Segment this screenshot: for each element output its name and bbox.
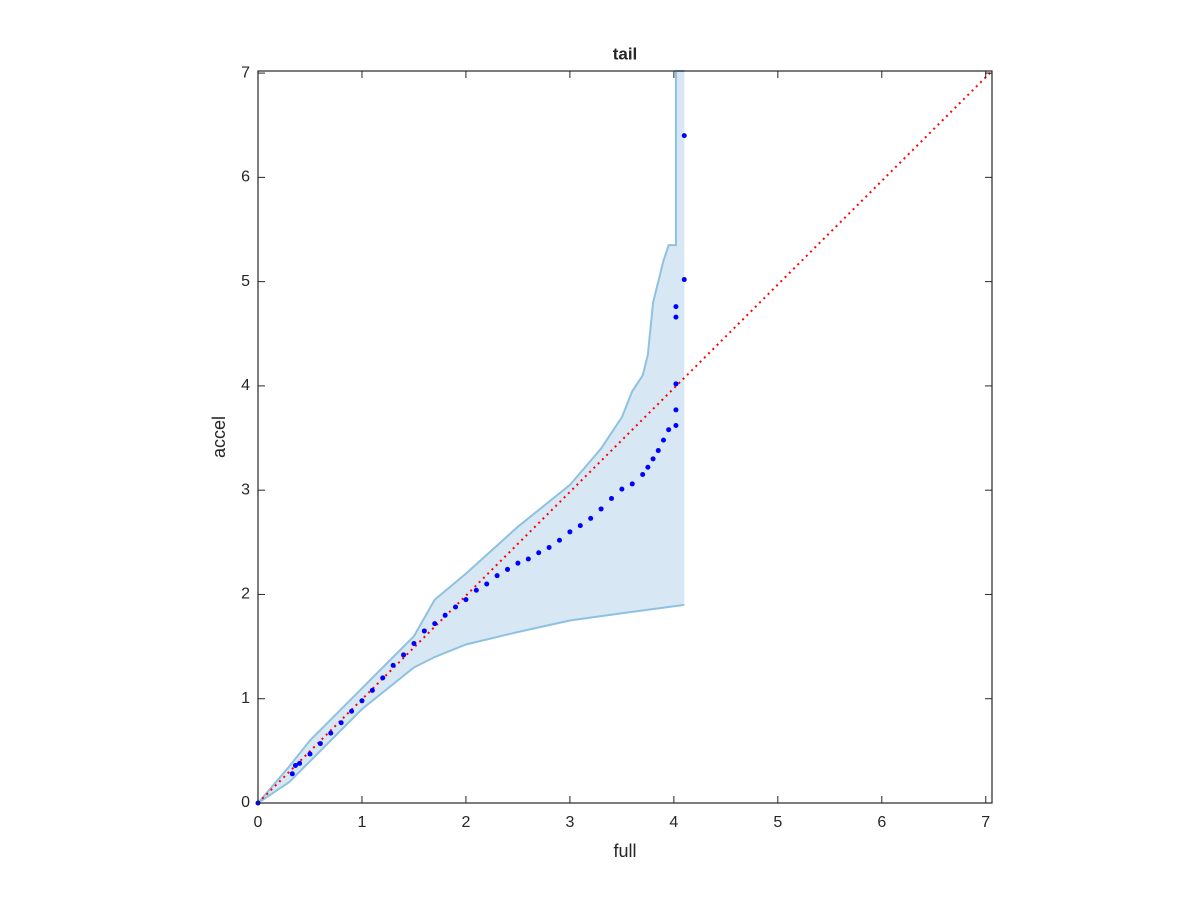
data-point	[390, 662, 396, 668]
data-point	[473, 587, 479, 593]
data-point	[629, 481, 635, 487]
data-point	[608, 496, 614, 502]
data-point	[289, 771, 295, 777]
confidence-band	[258, 71, 685, 803]
data-point	[536, 550, 542, 556]
data-point	[359, 698, 365, 704]
y-tick-label: 6	[241, 169, 250, 186]
y-tick-label: 3	[241, 481, 250, 498]
x-axis-label: full	[613, 841, 636, 861]
data-point	[380, 675, 386, 681]
data-point	[484, 581, 490, 587]
data-point	[463, 597, 469, 603]
data-point	[673, 304, 679, 310]
data-point	[673, 381, 679, 387]
x-tick-label: 3	[565, 814, 574, 831]
lower-bound	[257, 603, 685, 804]
data-point	[598, 506, 604, 512]
data-point	[307, 751, 313, 757]
data-point	[505, 566, 511, 572]
data-point	[640, 472, 646, 478]
data-point	[369, 687, 375, 693]
y-tick-label: 0	[241, 794, 250, 811]
data-point	[515, 560, 521, 566]
x-tick-label: 5	[773, 814, 782, 831]
data-point	[494, 573, 500, 579]
data-point	[567, 529, 573, 535]
data-point	[673, 314, 679, 320]
data-point	[655, 448, 661, 454]
x-tick-label: 7	[981, 814, 990, 831]
data-point	[297, 760, 303, 766]
data-point	[673, 407, 679, 413]
data-point	[453, 604, 459, 610]
data-point	[292, 762, 298, 768]
upper-bound	[257, 70, 685, 804]
data-point	[577, 523, 583, 529]
data-point	[317, 741, 323, 747]
data-point	[619, 486, 625, 492]
data-point	[328, 730, 334, 736]
data-point	[681, 133, 687, 139]
y-tick-label: 5	[241, 273, 250, 290]
data-point	[666, 427, 672, 433]
x-tick-label: 2	[461, 814, 470, 831]
x-tick-label: 6	[877, 814, 886, 831]
data-point	[421, 628, 427, 634]
y-tick-label: 1	[241, 690, 250, 707]
y-tick-label: 2	[241, 586, 250, 603]
chart-title: tail	[613, 44, 638, 63]
y-tick-label: 7	[241, 64, 250, 81]
x-tick-label: 1	[358, 814, 367, 831]
data-point	[338, 720, 344, 726]
data-point	[546, 545, 552, 551]
data-point	[588, 515, 594, 521]
data-point	[650, 456, 656, 462]
y-tick-label: 4	[241, 377, 250, 394]
y-axis-label: accel	[209, 416, 229, 458]
data-point	[557, 537, 563, 543]
x-tick-label: 0	[254, 814, 263, 831]
data-point	[349, 708, 355, 714]
x-tick-label: 4	[669, 814, 678, 831]
data-point	[411, 640, 417, 646]
data-point	[442, 612, 448, 618]
data-point	[401, 652, 407, 658]
data-point	[681, 277, 687, 283]
data-point	[645, 464, 651, 470]
data-point	[673, 423, 679, 429]
data-point	[432, 621, 438, 627]
data-point	[660, 437, 666, 443]
data-point	[525, 556, 531, 562]
plot-frame	[257, 70, 993, 804]
